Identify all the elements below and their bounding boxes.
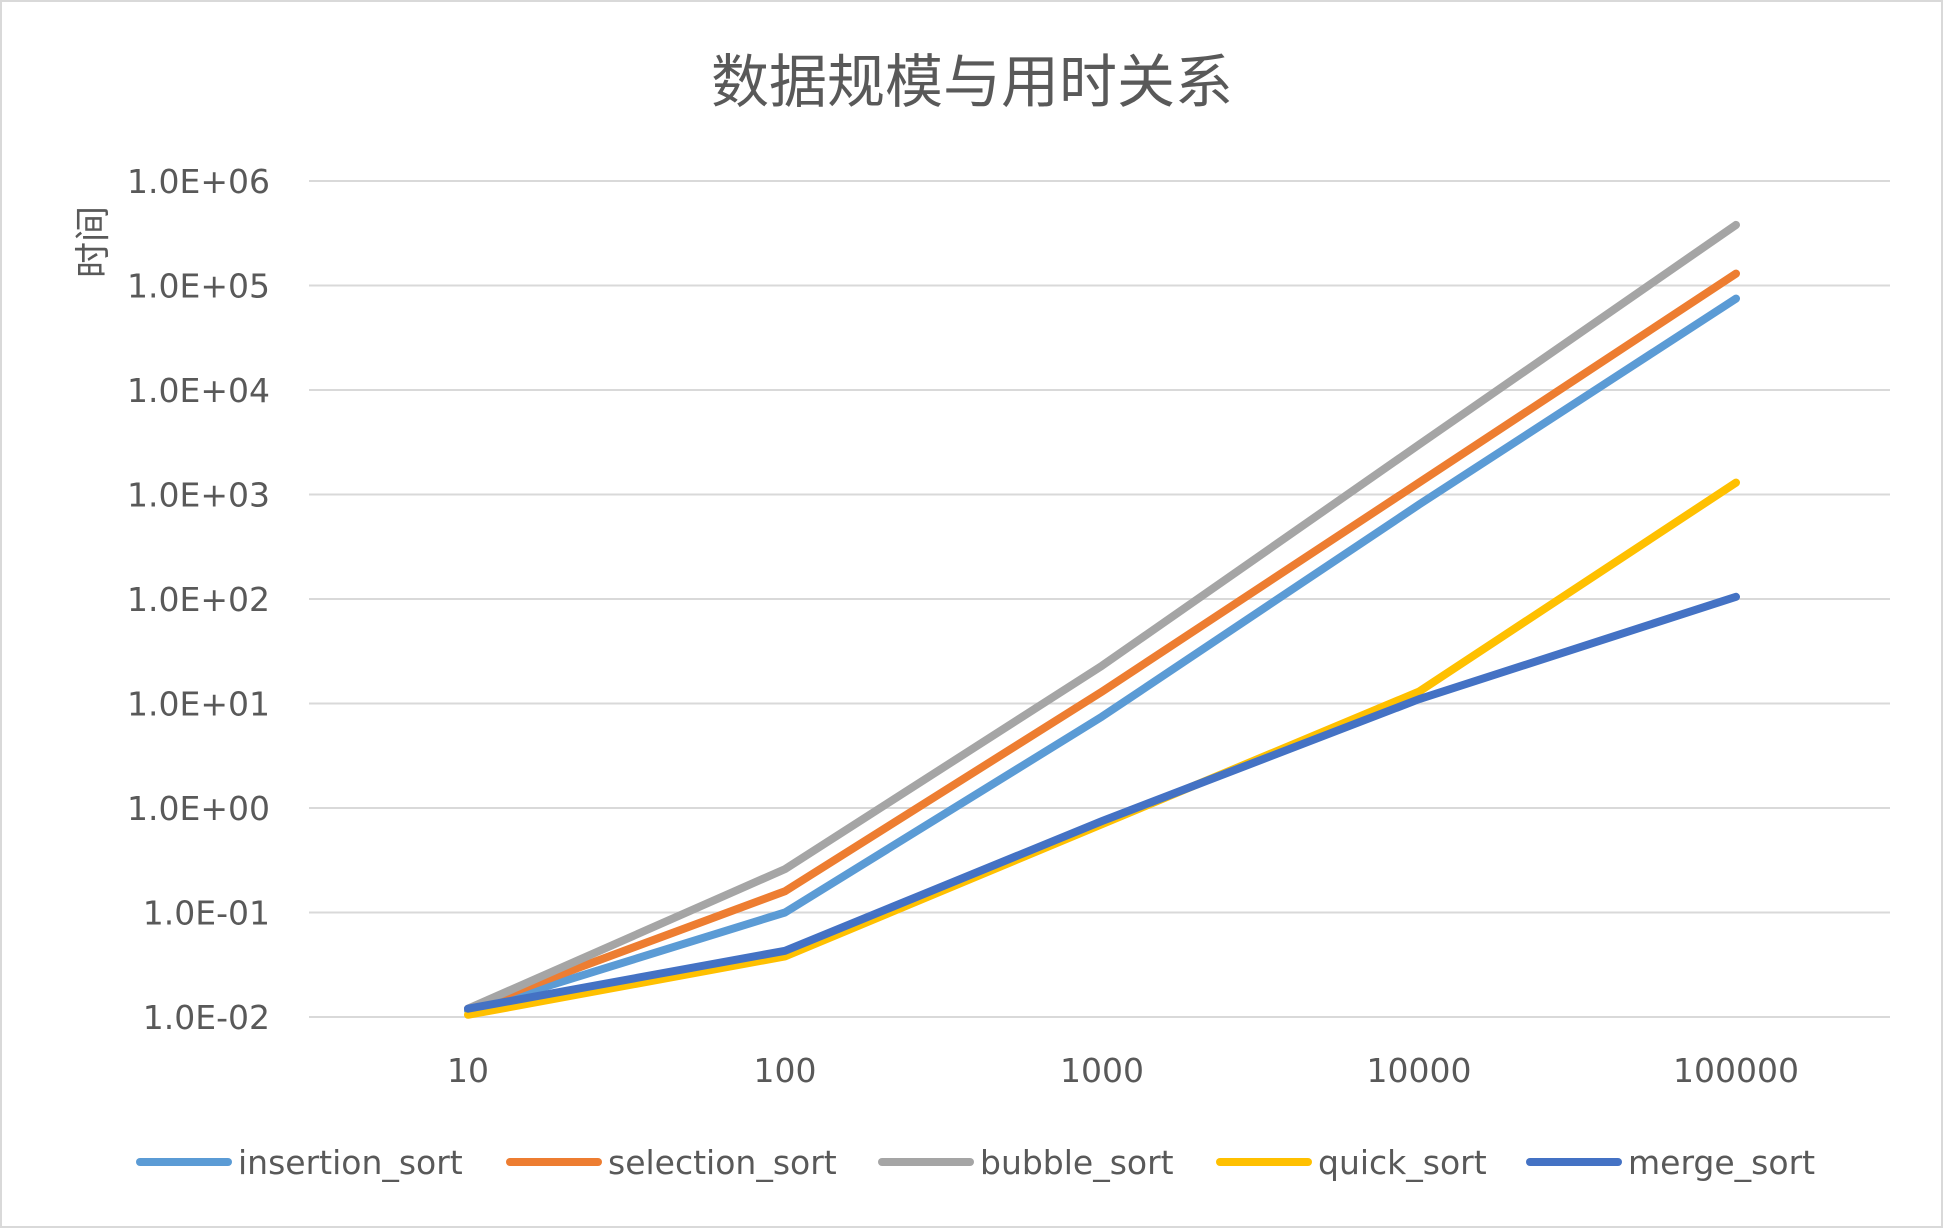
x-axis-ticks: 10 100 1000 10000 100000 bbox=[447, 1051, 1799, 1090]
legend-label: merge_sort bbox=[1628, 1143, 1815, 1182]
y-tick-label: 1.0E+01 bbox=[127, 685, 270, 724]
gridlines bbox=[309, 180, 1890, 1018]
y-tick-label: 1.0E+00 bbox=[127, 789, 270, 828]
legend-item: quick_sort bbox=[1216, 1143, 1487, 1182]
legend: insertion_sort selection_sort bubble_sort q… bbox=[136, 1143, 1815, 1182]
y-axis-title: 时间 bbox=[73, 206, 114, 278]
legend-label: selection_sort bbox=[608, 1143, 837, 1182]
series-line-bubble-sort bbox=[464, 220, 1740, 1013]
legend-label: bubble_sort bbox=[980, 1143, 1174, 1182]
x-tick-label: 1000 bbox=[1060, 1051, 1144, 1090]
y-tick-label: 1.0E+06 bbox=[127, 162, 270, 201]
legend-item: insertion_sort bbox=[136, 1143, 463, 1182]
legend-item: merge_sort bbox=[1526, 1143, 1815, 1182]
y-tick-label: 1.0E+05 bbox=[127, 267, 270, 306]
series-lines bbox=[464, 220, 1740, 1019]
x-tick-label: 100 bbox=[754, 1051, 817, 1090]
chart-title: 数据规模与用时关系 bbox=[711, 48, 1233, 116]
y-tick-label: 1.0E-02 bbox=[143, 998, 270, 1037]
y-tick-label: 1.0E+03 bbox=[127, 476, 270, 515]
y-tick-label: 1.0E-01 bbox=[143, 894, 270, 933]
legend-item: selection_sort bbox=[506, 1143, 837, 1182]
x-tick-label: 100000 bbox=[1673, 1051, 1799, 1090]
y-tick-label: 1.0E+02 bbox=[127, 580, 270, 619]
series-line-insertion-sort bbox=[464, 294, 1740, 1015]
x-tick-label: 10 bbox=[447, 1051, 489, 1090]
series-line-selection-sort bbox=[464, 269, 1740, 1013]
y-tick-label: 1.0E+04 bbox=[127, 371, 270, 410]
legend-item: bubble_sort bbox=[878, 1143, 1174, 1182]
y-axis-ticks: 1.0E-02 1.0E-01 1.0E+00 1.0E+01 1.0E+02 1.0E+… bbox=[127, 162, 270, 1037]
series-line-merge-sort bbox=[464, 592, 1740, 1013]
x-tick-label: 10000 bbox=[1367, 1051, 1472, 1090]
legend-label: insertion_sort bbox=[238, 1143, 463, 1182]
legend-label: quick_sort bbox=[1318, 1143, 1487, 1182]
